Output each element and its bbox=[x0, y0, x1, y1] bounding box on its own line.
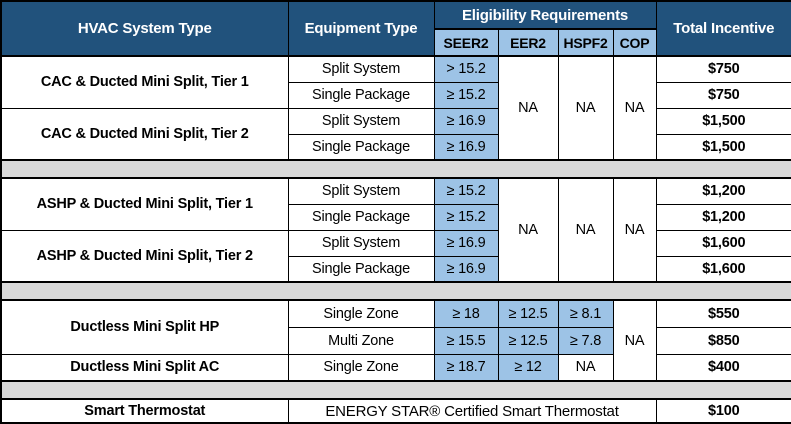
ashp-tier2-name: ASHP & Ducted Mini Split, Tier 2 bbox=[0, 229, 289, 283]
ashp-row3-equipment: Split System bbox=[287, 229, 435, 257]
ductless-row2-equipment: Multi Zone bbox=[287, 326, 435, 355]
ductless-row2-hspf2: ≥ 7.8 bbox=[557, 326, 614, 355]
ashp-eer2-na: NA bbox=[497, 177, 559, 283]
ductless-row2-eer2: ≥ 12.5 bbox=[497, 326, 559, 355]
cac-row4-incentive: $1,500 bbox=[655, 133, 791, 161]
cac-row2-incentive: $750 bbox=[655, 81, 791, 109]
ductless-row1-equipment: Single Zone bbox=[287, 299, 435, 328]
gray-separator-row-3 bbox=[0, 380, 791, 400]
ashp-row1-incentive: $1,200 bbox=[655, 177, 791, 205]
ductless-ac-name: Ductless Mini Split AC bbox=[0, 353, 289, 382]
ashp-tier1-name: ASHP & Ducted Mini Split, Tier 1 bbox=[0, 177, 289, 231]
cac-row3-seer2: ≥ 16.9 bbox=[433, 107, 499, 135]
cac-row1-equipment: Split System bbox=[287, 55, 435, 83]
subheader-cop: COP bbox=[612, 28, 657, 57]
ductless-row1-incentive: $550 bbox=[655, 299, 791, 328]
ashp-row4-seer2: ≥ 16.9 bbox=[433, 255, 499, 283]
thermostat-name: Smart Thermostat bbox=[0, 398, 289, 424]
ductless-cop-na: NA bbox=[612, 299, 657, 382]
subheader-seer2: SEER2 bbox=[433, 28, 499, 57]
ductless-row1-hspf2: ≥ 8.1 bbox=[557, 299, 614, 328]
ductless-row3-seer2: ≥ 18.7 bbox=[433, 353, 499, 382]
cac-row4-equipment: Single Package bbox=[287, 133, 435, 161]
cac-row2-equipment: Single Package bbox=[287, 81, 435, 109]
ductless-row3-equipment: Single Zone bbox=[287, 353, 435, 382]
ashp-row1-seer2: ≥ 15.2 bbox=[433, 177, 499, 205]
ductless-row3-eer2: ≥ 12 bbox=[497, 353, 559, 382]
ashp-row1-equipment: Split System bbox=[287, 177, 435, 205]
gray-separator-row-1 bbox=[0, 159, 791, 179]
gray-separator-row-2 bbox=[0, 281, 791, 301]
thermostat-incentive: $100 bbox=[655, 398, 791, 424]
cac-tier2-name: CAC & Ducted Mini Split, Tier 2 bbox=[0, 107, 289, 161]
header-equipment-type: Equipment Type bbox=[287, 0, 435, 57]
ductless-row3-incentive: $400 bbox=[655, 353, 791, 382]
cac-row1-seer2: > 15.2 bbox=[433, 55, 499, 83]
ductless-row2-seer2: ≥ 15.5 bbox=[433, 326, 499, 355]
ashp-cop-na: NA bbox=[612, 177, 657, 283]
cac-row1-incentive: $750 bbox=[655, 55, 791, 83]
cac-cop-na: NA bbox=[612, 55, 657, 161]
cac-eer2-na: NA bbox=[497, 55, 559, 161]
ductless-hp-name: Ductless Mini Split HP bbox=[0, 299, 289, 355]
ductless-row3-hspf2-na: NA bbox=[557, 353, 614, 382]
ductless-row2-incentive: $850 bbox=[655, 326, 791, 355]
ashp-row2-incentive: $1,200 bbox=[655, 203, 791, 231]
ashp-row4-equipment: Single Package bbox=[287, 255, 435, 283]
ductless-row1-eer2: ≥ 12.5 bbox=[497, 299, 559, 328]
ashp-row3-seer2: ≥ 16.9 bbox=[433, 229, 499, 257]
cac-row4-seer2: ≥ 16.9 bbox=[433, 133, 499, 161]
ashp-row2-seer2: ≥ 15.2 bbox=[433, 203, 499, 231]
cac-row3-equipment: Split System bbox=[287, 107, 435, 135]
header-eligibility-requirements: Eligibility Requirements bbox=[433, 0, 657, 30]
ductless-row1-seer2: ≥ 18 bbox=[433, 299, 499, 328]
ashp-row2-equipment: Single Package bbox=[287, 203, 435, 231]
cac-row2-seer2: ≥ 15.2 bbox=[433, 81, 499, 109]
header-total-incentive: Total Incentive bbox=[655, 0, 791, 57]
ashp-row3-incentive: $1,600 bbox=[655, 229, 791, 257]
ashp-hspf2-na: NA bbox=[557, 177, 614, 283]
cac-tier1-name: CAC & Ducted Mini Split, Tier 1 bbox=[0, 55, 289, 109]
cac-row3-incentive: $1,500 bbox=[655, 107, 791, 135]
subheader-eer2: EER2 bbox=[497, 28, 559, 57]
subheader-hspf2: HSPF2 bbox=[557, 28, 614, 57]
header-hvac-system-type: HVAC System Type bbox=[0, 0, 289, 57]
thermostat-description: ENERGY STAR® Certified Smart Thermostat bbox=[287, 398, 657, 424]
ashp-row4-incentive: $1,600 bbox=[655, 255, 791, 283]
cac-hspf2-na: NA bbox=[557, 55, 614, 161]
